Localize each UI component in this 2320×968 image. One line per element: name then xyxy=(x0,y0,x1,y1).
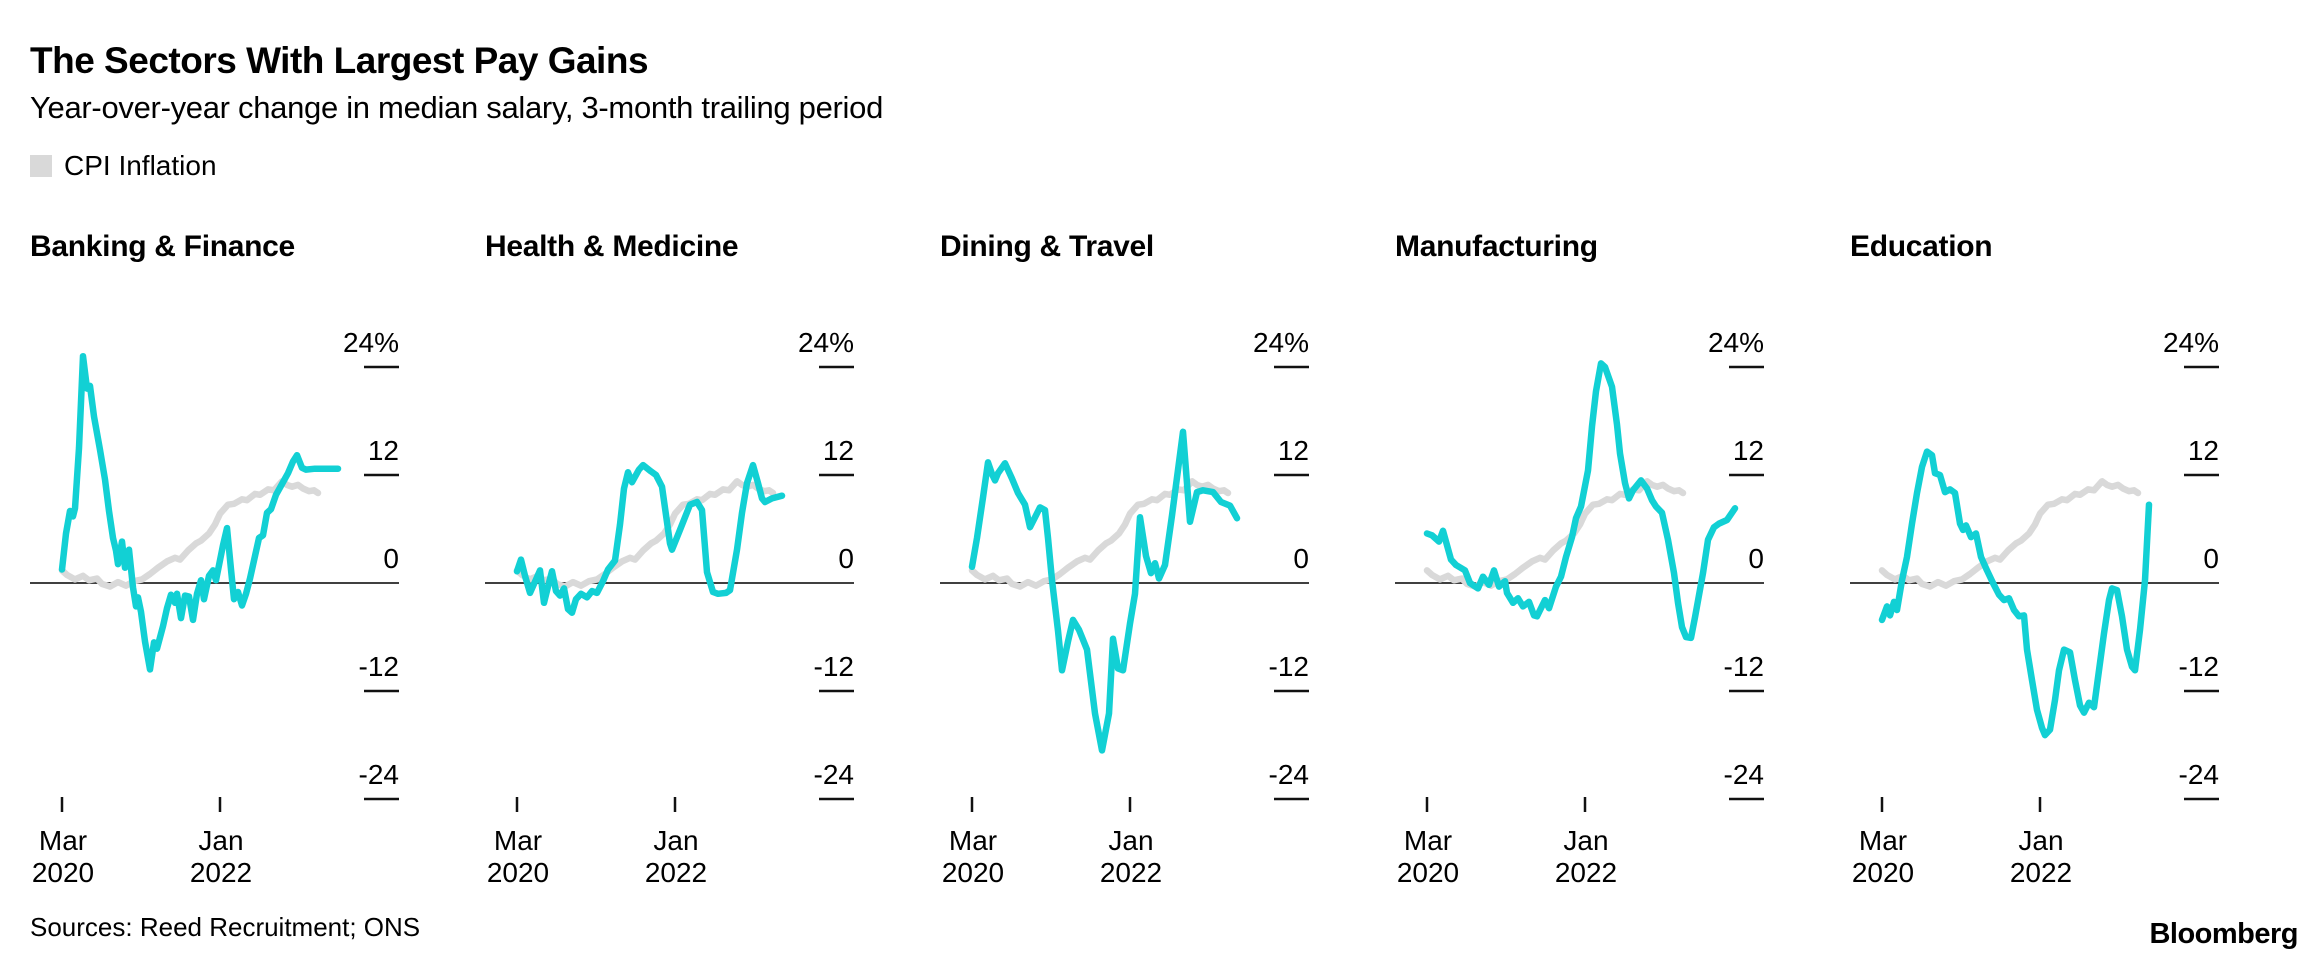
panel-title-banking-finance: Banking & Finance xyxy=(30,230,295,263)
x-axis-label: Mar xyxy=(1404,825,1452,856)
y-axis-label: -24 xyxy=(814,759,854,790)
y-axis-label: 0 xyxy=(2203,543,2219,574)
y-axis-label: 12 xyxy=(2188,435,2219,466)
x-axis-label: Jan xyxy=(653,825,698,856)
x-axis-label: Jan xyxy=(1108,825,1153,856)
y-axis-label: 0 xyxy=(1748,543,1764,574)
y-axis-label: -12 xyxy=(2179,651,2219,682)
x-axis-label: 2022 xyxy=(2010,857,2072,888)
y-axis-label: 12 xyxy=(1733,435,1764,466)
chart-panel-manufacturing: Manufacturing 24% 12 0 -12 -24 Mar 2020 Jan 2022 xyxy=(1395,230,1850,888)
chart-panel-banking-finance: Banking & Finance 24% 12 0 -12 -24 Mar 2020 Jan 2… xyxy=(30,230,485,888)
x-axis-label: 2022 xyxy=(645,857,707,888)
panel-title-health-medicine: Health & Medicine xyxy=(485,230,739,263)
cpi-legend-label: CPI Inflation xyxy=(64,150,217,181)
chart-panel-dining-travel: Dining & Travel 24% 12 0 -12 -24 Mar 2020 Jan 202… xyxy=(940,230,1395,888)
y-axis-label: 24% xyxy=(798,327,854,358)
y-axis-label: 24% xyxy=(1253,327,1309,358)
legend: CPI Inflation xyxy=(30,150,217,182)
y-axis-label: -24 xyxy=(2179,759,2219,790)
x-axis-label: Jan xyxy=(2018,825,2063,856)
y-axis-label: -24 xyxy=(359,759,399,790)
page-title: The Sectors With Largest Pay Gains xyxy=(30,40,649,81)
y-axis-label: 24% xyxy=(1708,327,1764,358)
y-axis-label: -12 xyxy=(1269,651,1309,682)
chart-panel-health-medicine: Health & Medicine 24% 12 0 -12 -24 Mar 2020 Jan 2… xyxy=(485,230,940,888)
y-axis-label: -12 xyxy=(359,651,399,682)
x-axis-label: Jan xyxy=(198,825,243,856)
panel-title-manufacturing: Manufacturing xyxy=(1395,230,1598,263)
x-axis-label: Jan xyxy=(1563,825,1608,856)
x-axis-label: 2022 xyxy=(190,857,252,888)
y-axis-label: 0 xyxy=(383,543,399,574)
x-axis-label: 2020 xyxy=(487,857,549,888)
y-axis-label: 12 xyxy=(368,435,399,466)
y-axis-label: 12 xyxy=(1278,435,1309,466)
x-axis-label: Mar xyxy=(1859,825,1907,856)
y-axis-label: -24 xyxy=(1724,759,1764,790)
y-axis-label: -24 xyxy=(1269,759,1309,790)
median-salary-line xyxy=(58,352,342,673)
cpi-inflation-line xyxy=(58,478,322,590)
x-axis-label: Mar xyxy=(949,825,997,856)
chart-panels-row: Banking & Finance 24% 12 0 -12 -24 Mar 2020 Jan 2… xyxy=(0,230,2320,888)
x-axis-label: Mar xyxy=(39,825,87,856)
median-salary-line xyxy=(968,428,1241,754)
panel-title-dining-travel: Dining & Travel xyxy=(940,230,1154,263)
x-axis-label: 2020 xyxy=(1852,857,1914,888)
cpi-inflation-line xyxy=(513,478,777,590)
x-axis-label: Mar xyxy=(494,825,542,856)
median-salary-line xyxy=(1878,448,2153,739)
y-axis-label: -12 xyxy=(814,651,854,682)
page-subtitle: Year-over-year change in median salary, … xyxy=(30,90,884,125)
x-axis-label: 2022 xyxy=(1100,857,1162,888)
y-axis-label: 24% xyxy=(2163,327,2219,358)
x-axis-label: 2020 xyxy=(942,857,1004,888)
x-axis-label: 2020 xyxy=(32,857,94,888)
cpi-legend-swatch xyxy=(30,155,52,177)
y-axis-label: -12 xyxy=(1724,651,1764,682)
y-axis-label: 12 xyxy=(823,435,854,466)
x-axis-label: 2022 xyxy=(1555,857,1617,888)
cpi-inflation-line xyxy=(968,478,1232,590)
chart-panel-education: Education 24% 12 0 -12 -24 Mar 2020 Jan 2022 xyxy=(1850,230,2305,888)
median-salary-line xyxy=(1423,360,1739,642)
median-salary-line xyxy=(513,461,786,616)
x-axis-label: 2020 xyxy=(1397,857,1459,888)
bloomberg-logo: Bloomberg xyxy=(2149,918,2298,950)
y-axis-label: 0 xyxy=(838,543,854,574)
y-axis-label: 0 xyxy=(1293,543,1309,574)
sources-note: Sources: Reed Recruitment; ONS xyxy=(30,912,421,942)
y-axis-label: 24% xyxy=(343,327,399,358)
panel-title-education: Education xyxy=(1850,230,1993,263)
cpi-inflation-line xyxy=(1878,478,2142,590)
